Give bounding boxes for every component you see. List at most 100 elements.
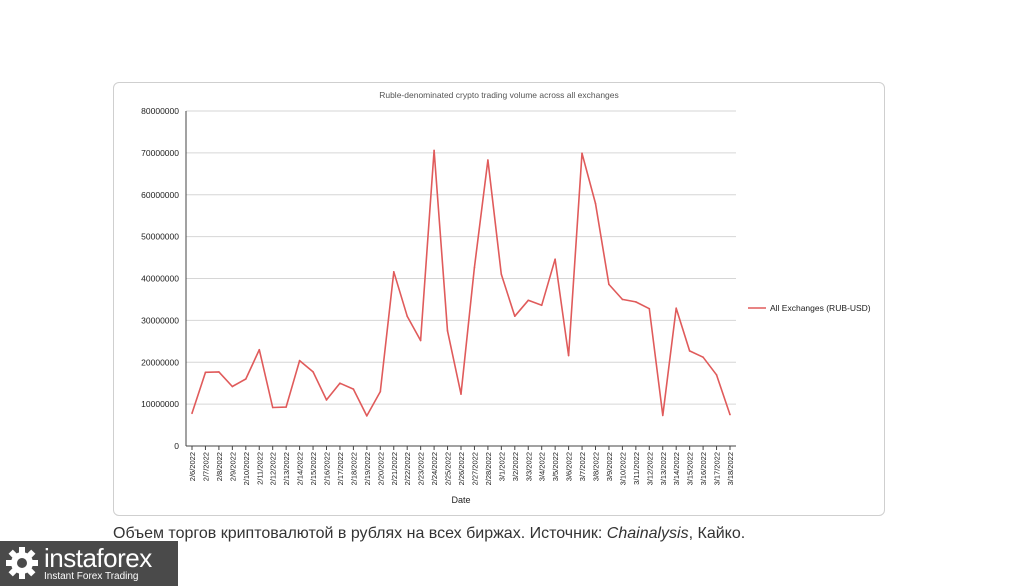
y-tick-label: 0 (174, 441, 179, 451)
data-point (312, 371, 314, 373)
data-point (245, 378, 247, 380)
x-tick-label: 3/7/2022 (578, 452, 587, 481)
logo-name: instaforex (44, 543, 152, 573)
y-tick-label: 40000000 (141, 274, 179, 284)
caption-text-end: , Кайко. (688, 525, 746, 542)
x-tick-label: 3/10/2022 (618, 452, 627, 485)
data-point (419, 339, 422, 342)
x-tick-label: 2/13/2022 (282, 452, 291, 485)
x-tick-label: 3/12/2022 (645, 452, 654, 485)
x-tick-label: 2/14/2022 (296, 452, 305, 485)
y-tick-label: 20000000 (141, 357, 179, 367)
x-tick-label: 3/14/2022 (672, 452, 681, 485)
x-tick-label: 2/23/2022 (417, 452, 426, 485)
data-point (567, 354, 570, 357)
x-tick-label: 2/27/2022 (470, 452, 479, 485)
data-point (581, 152, 583, 155)
data-point (392, 271, 395, 273)
data-point (554, 258, 556, 261)
x-axis-label: Date (451, 495, 470, 505)
data-point (487, 159, 489, 161)
data-point (715, 374, 718, 376)
x-tick-label: 2/22/2022 (403, 452, 412, 485)
x-tick-label: 3/8/2022 (592, 452, 601, 481)
x-tick-label: 2/15/2022 (309, 452, 318, 485)
x-tick-label: 3/1/2022 (497, 452, 506, 481)
data-point (648, 307, 651, 310)
data-point (271, 406, 274, 409)
data-point (540, 304, 543, 307)
x-tick-label: 3/16/2022 (699, 452, 708, 485)
x-tick-label: 3/15/2022 (686, 452, 695, 485)
x-tick-label: 3/9/2022 (605, 452, 614, 481)
y-tick-label: 30000000 (141, 315, 179, 325)
data-point (433, 149, 435, 152)
x-tick-label: 2/6/2022 (188, 452, 197, 481)
data-point (406, 315, 409, 317)
y-tick-label: 70000000 (141, 148, 179, 158)
data-point (702, 356, 704, 359)
instaforex-logo[interactable]: instaforex Instant Forex Trading (0, 541, 178, 586)
data-point (204, 371, 207, 374)
x-tick-label: 2/10/2022 (242, 452, 251, 485)
x-tick-label: 2/7/2022 (201, 452, 210, 481)
data-point (500, 273, 503, 276)
data-point (688, 350, 691, 352)
x-tick-label: 2/24/2022 (430, 452, 439, 485)
x-tick-label: 2/8/2022 (215, 452, 224, 481)
data-point (298, 359, 301, 362)
data-point (191, 412, 193, 415)
data-point (218, 371, 220, 373)
x-tick-label: 2/26/2022 (457, 452, 466, 485)
logo-tagline: Instant Forex Trading (44, 571, 139, 582)
x-tick-label: 3/5/2022 (551, 452, 560, 481)
data-point (285, 406, 287, 408)
data-point (446, 330, 449, 332)
data-point (514, 315, 516, 317)
data-point (352, 388, 355, 390)
x-tick-label: 3/6/2022 (565, 452, 574, 481)
caption-source-name: Chainalysis (606, 525, 689, 542)
chart-card: Ruble-denominated crypto trading volume … (113, 82, 885, 516)
x-tick-label: 2/25/2022 (444, 452, 453, 485)
x-tick-label: 3/3/2022 (524, 452, 533, 481)
x-tick-label: 3/11/2022 (632, 452, 641, 485)
x-tick-label: 2/28/2022 (484, 452, 493, 485)
data-point (527, 299, 530, 302)
data-point (675, 307, 677, 310)
x-tick-label: 2/17/2022 (336, 452, 345, 485)
x-tick-label: 2/9/2022 (228, 452, 237, 481)
data-point (729, 413, 731, 416)
data-point (366, 415, 368, 417)
data-point (608, 283, 610, 286)
data-point (594, 202, 597, 205)
x-tick-label: 2/12/2022 (269, 452, 278, 485)
data-point (635, 301, 637, 303)
y-tick-label: 80000000 (141, 106, 179, 116)
data-point (379, 390, 382, 393)
chart-title: Ruble-denominated crypto trading volume … (379, 90, 619, 100)
y-tick-label: 10000000 (141, 399, 179, 409)
y-tick-label: 60000000 (141, 190, 179, 200)
x-tick-label: 2/16/2022 (323, 452, 332, 485)
data-point (621, 298, 624, 301)
line-chart: Ruble-denominated crypto trading volume … (141, 90, 871, 505)
series-line (191, 149, 731, 417)
data-point (325, 399, 328, 401)
data-point (339, 382, 341, 384)
x-tick-label: 2/18/2022 (349, 452, 358, 485)
x-tick-label: 2/21/2022 (390, 452, 399, 485)
x-tick-label: 3/18/2022 (726, 452, 735, 485)
legend-label: All Exchanges (RUB-USD) (770, 303, 871, 313)
x-tick-label: 3/17/2022 (713, 452, 722, 485)
data-point (460, 393, 462, 395)
x-tick-label: 3/13/2022 (659, 452, 668, 485)
x-tick-label: 3/2/2022 (511, 452, 520, 481)
x-tick-label: 2/19/2022 (363, 452, 372, 485)
figure-caption: Объем торгов криптовалютой в рублях на в… (113, 525, 745, 543)
x-tick-label: 2/20/2022 (376, 452, 385, 485)
data-point (473, 266, 476, 269)
gear-icon (6, 547, 38, 579)
data-point (258, 348, 261, 351)
caption-text: Объем торгов криптовалютой в рублях на в… (113, 525, 607, 542)
